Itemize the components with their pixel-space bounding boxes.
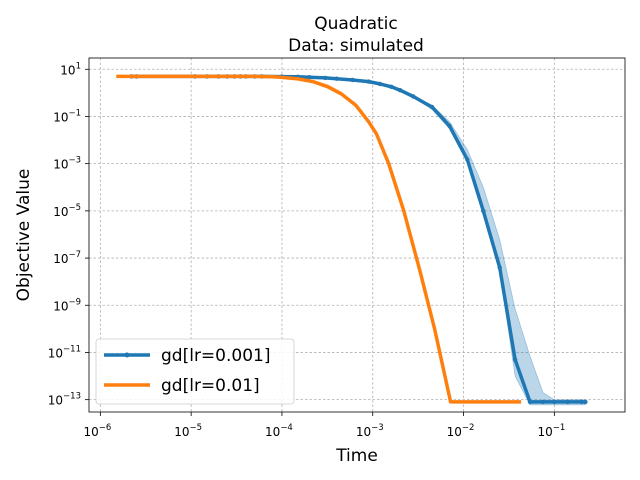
legend-marker [124, 352, 130, 358]
x-tick-label: 10−5 [174, 423, 202, 439]
data-point [497, 265, 502, 270]
y-tick-label: 10−7 [53, 250, 81, 266]
data-point [465, 157, 470, 162]
plot-frame [88, 57, 626, 413]
x-tick-label: 10−3 [356, 423, 384, 439]
y-tick-label: 10−9 [53, 297, 81, 313]
series-lines [116, 74, 588, 405]
y-tick-label: 10−1 [53, 108, 81, 124]
data-point [350, 77, 355, 83]
y-tick-label: 10−13 [48, 392, 81, 408]
data-point [552, 399, 557, 405]
legend: gd[lr=0.001] gd[lr=0.01] [95, 338, 295, 405]
data-point [565, 399, 570, 405]
y-axis-label: Objective Value [14, 169, 34, 302]
series-line-2 [116, 74, 522, 404]
data-point [366, 79, 371, 84]
data-point [397, 88, 403, 93]
data-point [429, 104, 435, 110]
x-tick-label: 10−4 [265, 423, 293, 439]
y-tick-label: 101 [60, 61, 81, 77]
chart-subtitle: Data: simulated [288, 36, 424, 56]
axis-ticks: 10−6 10−5 10−4 10−3 10−2 10−1 101 10−1 10−3 10−5 1… [48, 61, 565, 439]
x-tick-label: 10−1 [537, 423, 565, 439]
data-point [481, 208, 486, 214]
data-point [334, 76, 339, 81]
y-tick-label: 10−3 [53, 156, 81, 172]
data-point [512, 357, 518, 362]
data-point [540, 399, 546, 405]
data-point [389, 84, 394, 90]
data-point [447, 123, 452, 129]
y-tick-label: 10−11 [48, 344, 81, 360]
data-point [527, 399, 533, 405]
grid [89, 58, 625, 412]
data-point [307, 75, 312, 80]
y-tick-label: 10−5 [53, 203, 81, 219]
data-point [583, 399, 588, 405]
x-axis-label: Time [335, 446, 378, 466]
legend-label-1: gd[lr=0.001] [161, 346, 270, 366]
x-tick-label: 10−2 [447, 423, 475, 439]
legend-label-2: gd[lr=0.01] [161, 376, 260, 396]
data-point [411, 94, 416, 99]
data-point [377, 81, 383, 87]
chart-title: Quadratic [314, 14, 398, 34]
data-point [323, 75, 328, 81]
x-tick-label: 10−6 [83, 423, 111, 439]
data-point [579, 399, 584, 405]
